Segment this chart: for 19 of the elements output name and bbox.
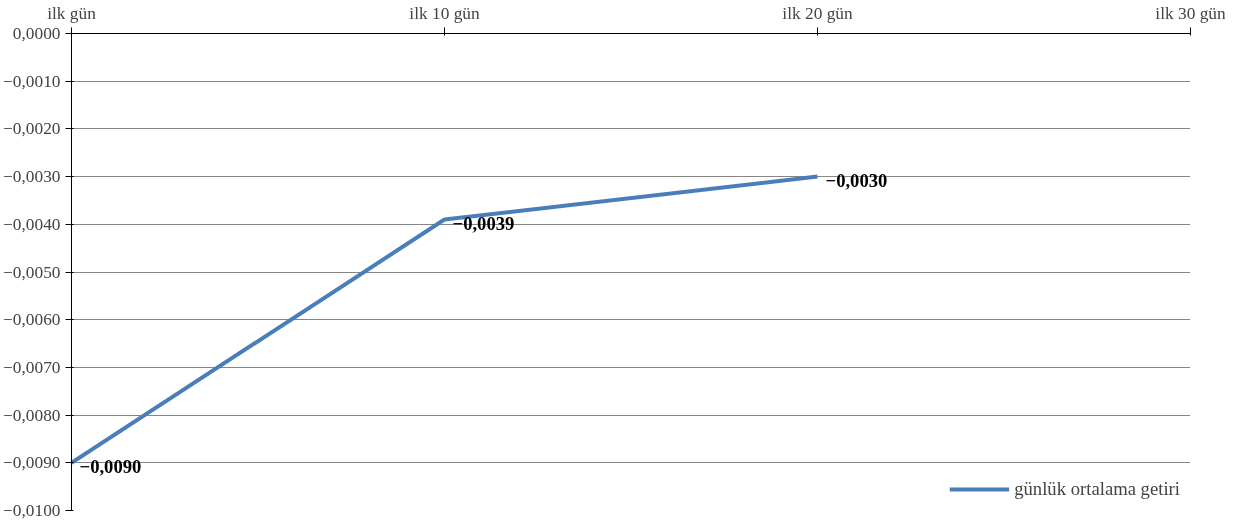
x-tick-label: ilk 30 gün <box>1155 3 1226 23</box>
y-tick-label: −0,0100 <box>3 501 61 520</box>
data-label: −0,0090 <box>79 456 142 478</box>
y-tick-label: −0,0090 <box>3 453 61 473</box>
x-tick-label: ilk 10 gün <box>409 3 480 23</box>
x-tick-label: ilk gün <box>47 3 97 23</box>
y-tick-label: −0,0080 <box>3 405 61 425</box>
y-tick-label: −0,0030 <box>3 167 61 187</box>
y-tick-label: −0,0010 <box>3 71 61 91</box>
data-label: −0,0039 <box>452 213 515 235</box>
y-tick-label: 0,0000 <box>12 24 61 43</box>
y-tick-label: −0,0060 <box>3 310 61 330</box>
data-label: −0,0030 <box>825 170 888 192</box>
y-tick-label: −0,0050 <box>3 262 61 282</box>
legend-label: günlük ortalama getiri <box>1014 478 1180 500</box>
y-tick-label: −0,0040 <box>3 214 61 234</box>
x-tick-label: ilk 20 gün <box>782 3 853 23</box>
y-tick-label: −0,0020 <box>3 119 61 139</box>
y-tick-label: −0,0070 <box>3 357 61 377</box>
